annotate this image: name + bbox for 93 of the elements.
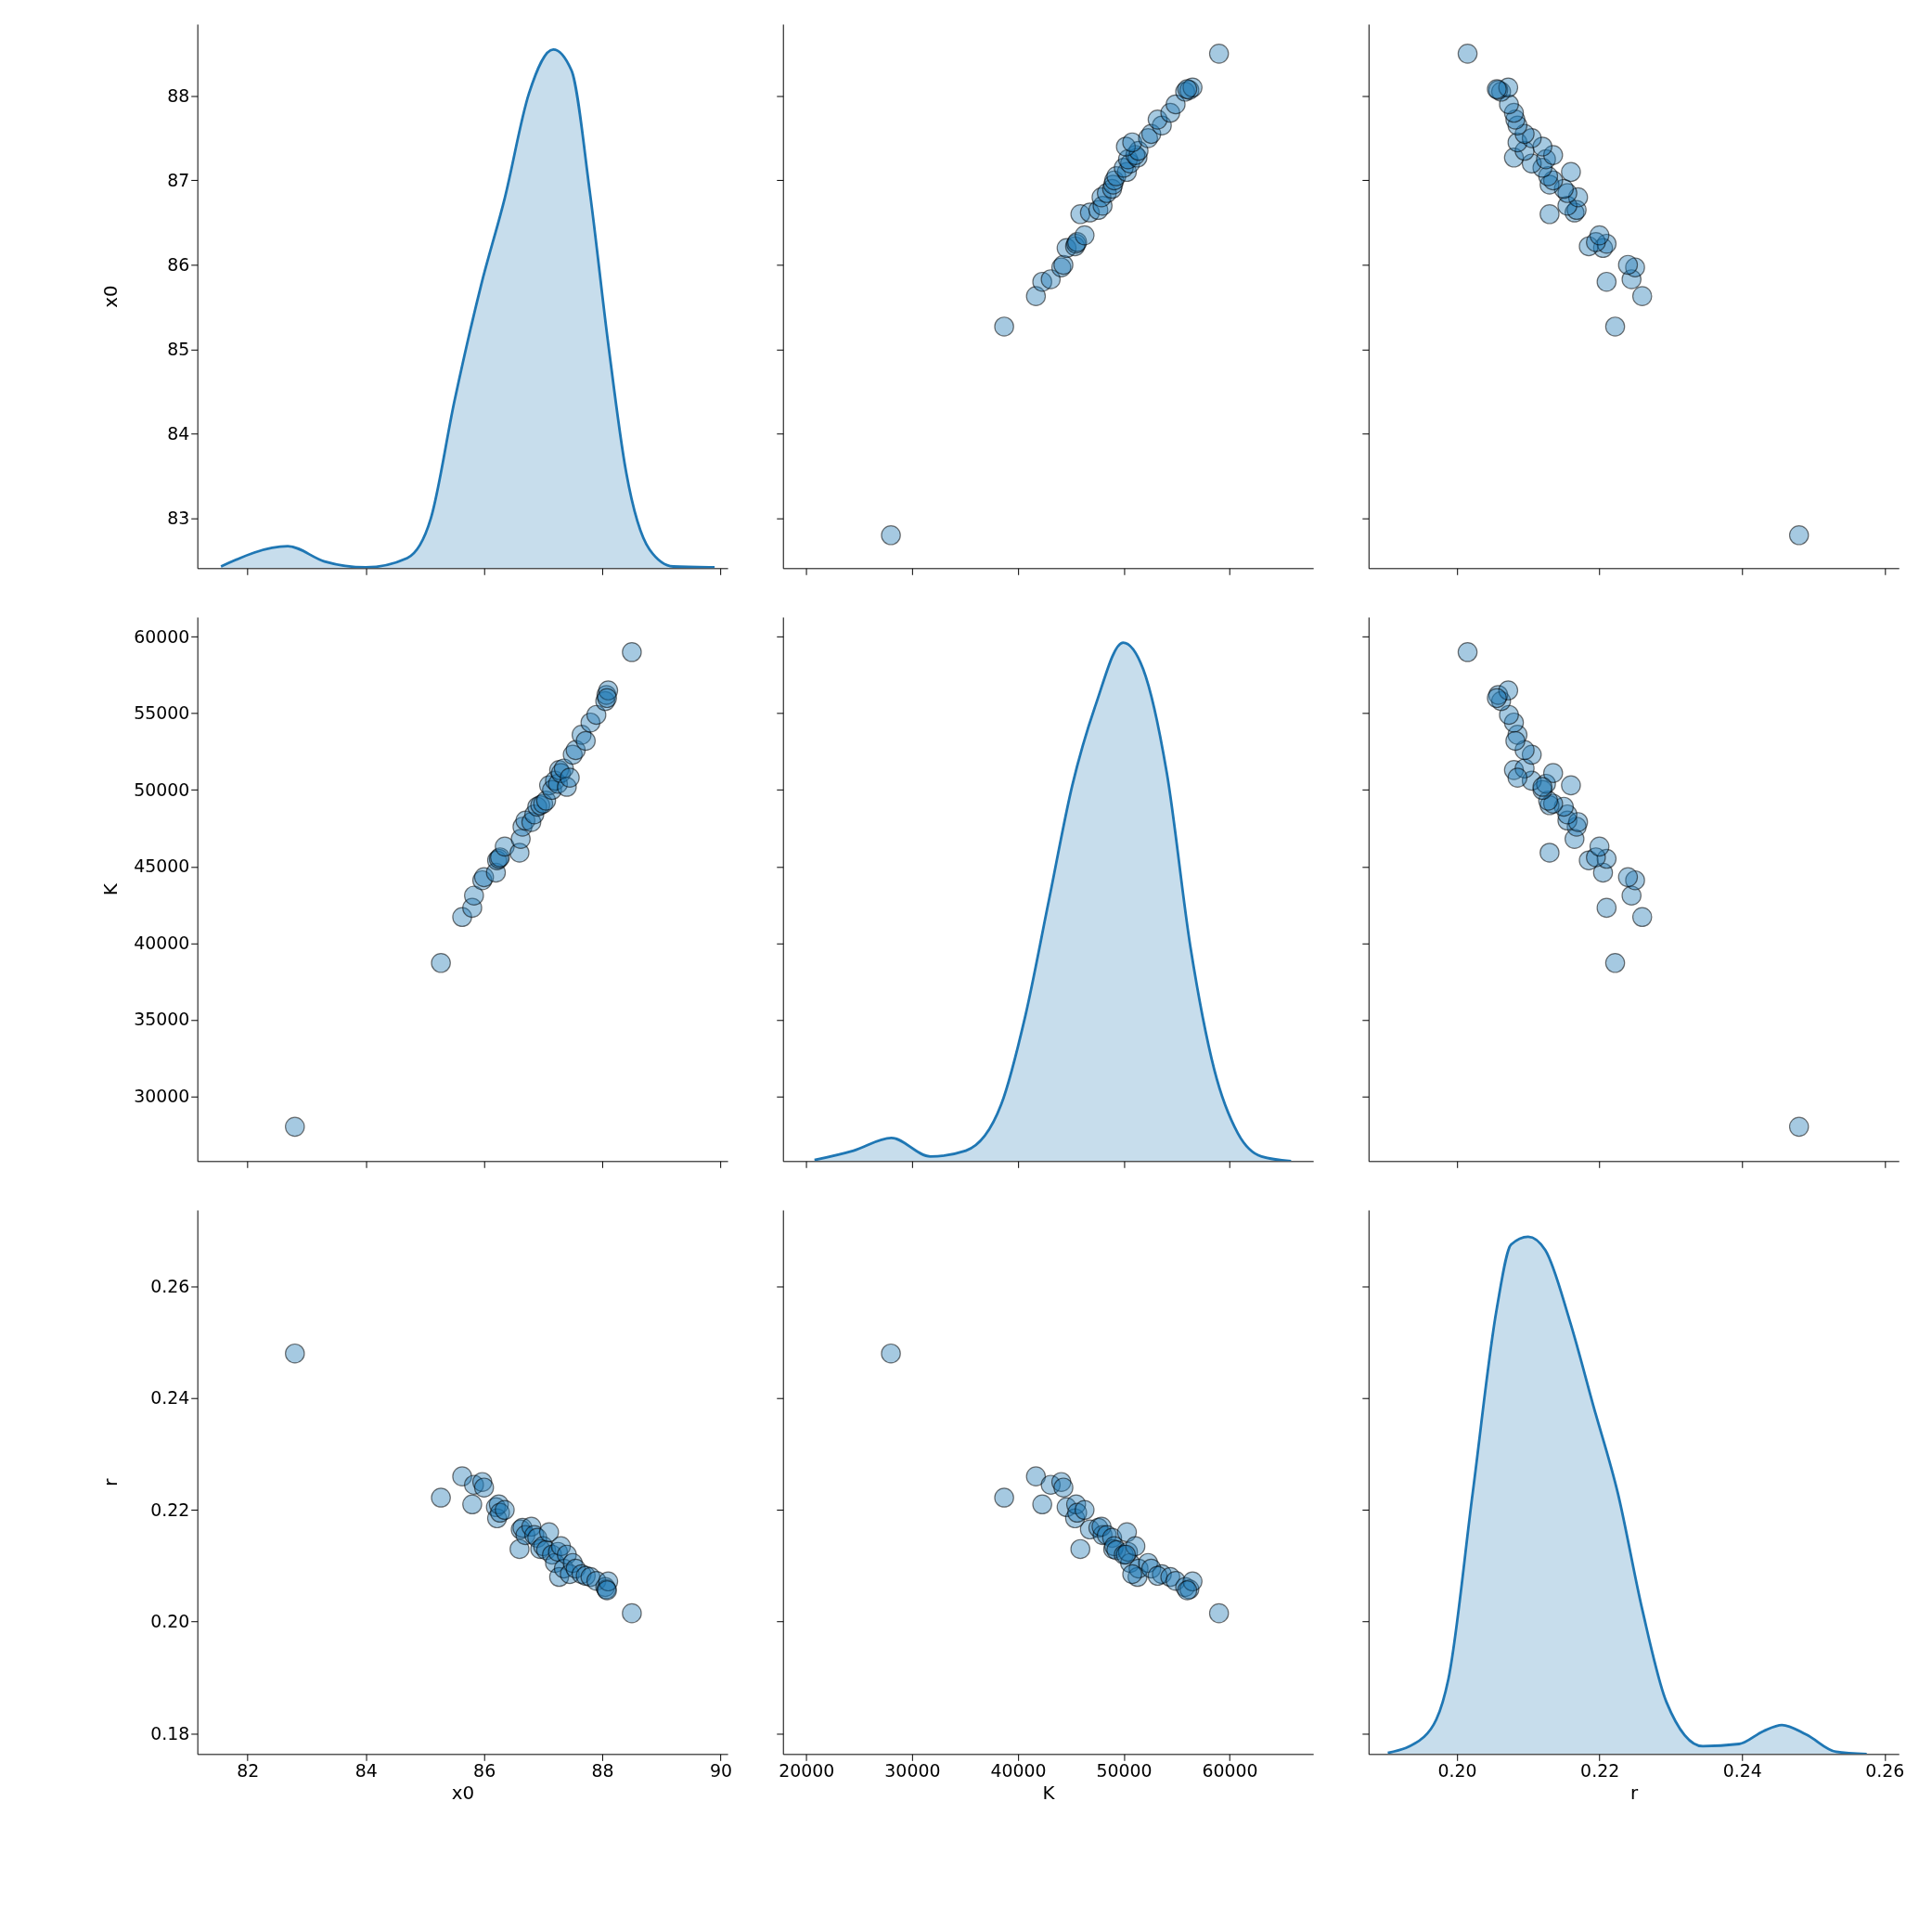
y-tick-label: 0.20 — [150, 1611, 190, 1632]
y-tick-label: 87 — [167, 169, 190, 190]
y-tick-label: 45000 — [134, 856, 190, 877]
point — [1596, 271, 1617, 292]
x-tick-label: 60000 — [1202, 1759, 1258, 1781]
point — [1539, 204, 1560, 225]
point — [538, 1522, 560, 1543]
x-tick-label: 0.24 — [1722, 1759, 1762, 1781]
point — [1561, 775, 1581, 796]
x-tick-label: 0.22 — [1580, 1759, 1620, 1781]
point — [462, 1494, 483, 1515]
x-tick-label: 0.20 — [1437, 1759, 1477, 1781]
x-tick-label: 82 — [237, 1759, 260, 1781]
point — [1025, 1466, 1047, 1486]
y-tick-label: 86 — [167, 253, 190, 275]
y-tick-label: 60000 — [134, 625, 190, 647]
point — [1631, 286, 1653, 306]
point — [1604, 316, 1626, 337]
point — [1617, 867, 1639, 888]
point — [285, 1116, 305, 1138]
x-tick-label: 30000 — [884, 1759, 941, 1781]
point — [473, 1477, 495, 1498]
point — [495, 1499, 515, 1521]
x-axis-title: x0 — [451, 1782, 475, 1804]
point — [1621, 885, 1642, 906]
point — [431, 953, 451, 973]
point — [1025, 286, 1047, 306]
point — [1589, 836, 1610, 857]
y-tick-label: 0.24 — [150, 1387, 190, 1409]
point — [1122, 132, 1142, 153]
y-axis-title: r — [99, 1477, 122, 1486]
y-tick-label: 55000 — [134, 702, 190, 724]
point — [881, 525, 901, 546]
y-tick-label: 85 — [167, 338, 190, 359]
point — [1457, 44, 1478, 64]
point — [285, 1343, 305, 1364]
point — [1604, 953, 1626, 973]
point — [1539, 843, 1560, 863]
x-tick-label: 84 — [354, 1759, 378, 1781]
x-tick-label: 88 — [591, 1759, 614, 1781]
point — [464, 885, 484, 906]
y-tick-label: 0.18 — [150, 1722, 190, 1743]
point — [1596, 897, 1617, 919]
point — [1507, 767, 1528, 788]
y-tick-label: 30000 — [134, 1085, 190, 1106]
x-axis-title: K — [1042, 1782, 1056, 1804]
point — [560, 767, 580, 788]
y-axis-title: x0 — [99, 285, 122, 308]
point — [1499, 704, 1519, 726]
point — [1116, 1522, 1138, 1543]
x-tick-label: 50000 — [1096, 1759, 1153, 1781]
point — [1075, 225, 1095, 246]
point — [1542, 763, 1564, 783]
y-tick-label: 50000 — [134, 778, 190, 800]
y-axis-title: K — [99, 882, 122, 896]
y-tick-label: 0.26 — [150, 1275, 190, 1296]
x-tick-label: 86 — [473, 1759, 496, 1781]
point — [994, 1487, 1014, 1508]
x-tick-label: 40000 — [990, 1759, 1047, 1781]
y-tick-label: 84 — [167, 423, 190, 444]
point — [1631, 907, 1653, 928]
point — [1788, 525, 1810, 546]
point — [1032, 1494, 1052, 1515]
x-tick-label: 20000 — [779, 1759, 835, 1781]
y-tick-label: 0.22 — [150, 1499, 190, 1520]
point — [1208, 44, 1230, 64]
point — [1075, 1499, 1095, 1521]
y-tick-label: 83 — [167, 508, 190, 529]
point — [575, 730, 596, 752]
point — [431, 1487, 451, 1508]
y-tick-label: 40000 — [134, 932, 190, 953]
point — [586, 704, 607, 726]
point — [1617, 254, 1639, 276]
point — [994, 316, 1014, 337]
y-tick-label: 35000 — [134, 1009, 190, 1030]
point — [1505, 730, 1526, 752]
x-tick-label: 0.26 — [1865, 1759, 1905, 1781]
y-tick-label: 88 — [167, 84, 190, 106]
point — [881, 1343, 901, 1364]
point — [1208, 1602, 1230, 1624]
point — [1166, 94, 1186, 115]
point — [1457, 642, 1478, 663]
point — [622, 642, 642, 663]
point — [1053, 1477, 1074, 1498]
point — [622, 1602, 642, 1624]
point — [1070, 1538, 1091, 1560]
point — [1122, 1563, 1142, 1585]
point — [1589, 225, 1610, 246]
point — [1040, 269, 1062, 290]
x-tick-label: 90 — [709, 1759, 732, 1781]
point — [1561, 161, 1581, 183]
x-axis-title: r — [1629, 1782, 1639, 1804]
point — [1788, 1116, 1810, 1138]
